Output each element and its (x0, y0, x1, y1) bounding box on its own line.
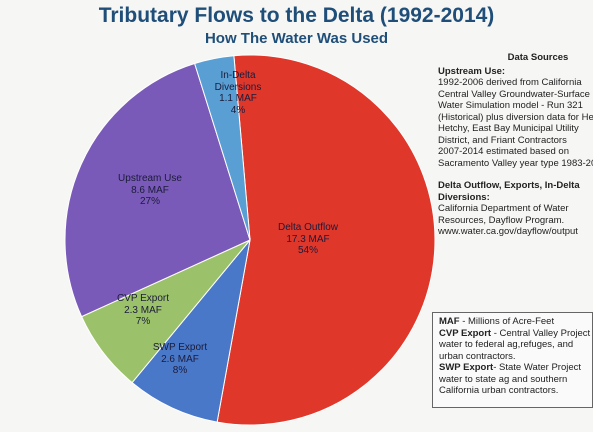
swp-term: SWP Export (439, 362, 494, 373)
swp-def-line: California urban contractors. (439, 385, 559, 396)
slice-label-cvp-export: CVP Export 2.3 MAF 7% (116, 293, 170, 327)
upstream-line: Hetchy, East Bay Municipal Utility (438, 123, 579, 134)
upstream-line: 2007-2014 estimated based on (438, 146, 569, 157)
cvp-def: - Central Valley Project (491, 327, 591, 339)
maf-term: MAF (439, 316, 460, 327)
upstream-heading: Upstream Use: (438, 65, 506, 77)
maf-def: - Millions of Acre-Feet (459, 316, 555, 327)
pie-slice-swp-export (131, 238, 251, 423)
delta-line: Resources, Dayflow Program. (438, 214, 565, 226)
chart-title: Tributary Flows to the Delta (1992-2014) (98, 4, 495, 27)
swp-def-line: water to state ag and southern (439, 373, 568, 385)
delta-heading-2: Diversions: (438, 191, 490, 203)
upstream-line: 1992-2006 derived from California (438, 77, 582, 88)
delta-heading: Delta Outflow, Exports, In-Delta (438, 180, 580, 191)
slice-label-swp-export: SWP Export 2.6 MAF 8% (152, 342, 208, 376)
cvp-def-line: urban contractors. (439, 350, 516, 362)
data-sources-heading: Data Sources (507, 52, 569, 63)
upstream-line: Central Valley Groundwater-Surface (438, 88, 590, 100)
slice-label-in-delta-diversions: In-Delta Diversions 1.1 MAF 4% (214, 70, 262, 116)
pie-slice-in-delta-diversions (194, 55, 251, 241)
pie-slice-delta-outflow (216, 54, 436, 426)
delta-line: www.water.ca.gov/dayflow/output (438, 226, 578, 237)
chart-subtitle: How The Water Was Used (204, 30, 389, 47)
swp-def: - State Water Project (493, 362, 582, 373)
definitions-box: MAF - Millions of Acre-Feet CVP Export -… (432, 312, 593, 408)
upstream-line: Sacramento Valley year type 1983-20 (438, 157, 593, 169)
slice-label-delta-outflow: Delta Outflow 17.3 MAF 54% (277, 222, 339, 256)
upstream-line: District, and Friant Contractors (438, 134, 567, 146)
delta-line: California Department of Water (438, 203, 569, 214)
cvp-term: CVP Export (439, 327, 492, 339)
slice-label-upstream-use: Upstream Use 8.6 MAF 27% (118, 173, 182, 207)
upstream-line: (Historical) plus diversion data for He (438, 111, 593, 123)
cvp-def-line: water to federal ag,refuges, and (439, 339, 574, 350)
data-sources-panel: Data Sources Upstream Use: 1992-2006 der… (438, 52, 593, 238)
pie-slice-upstream-use (64, 62, 251, 318)
upstream-line: Water Simulation model - Run 321 (438, 100, 583, 111)
